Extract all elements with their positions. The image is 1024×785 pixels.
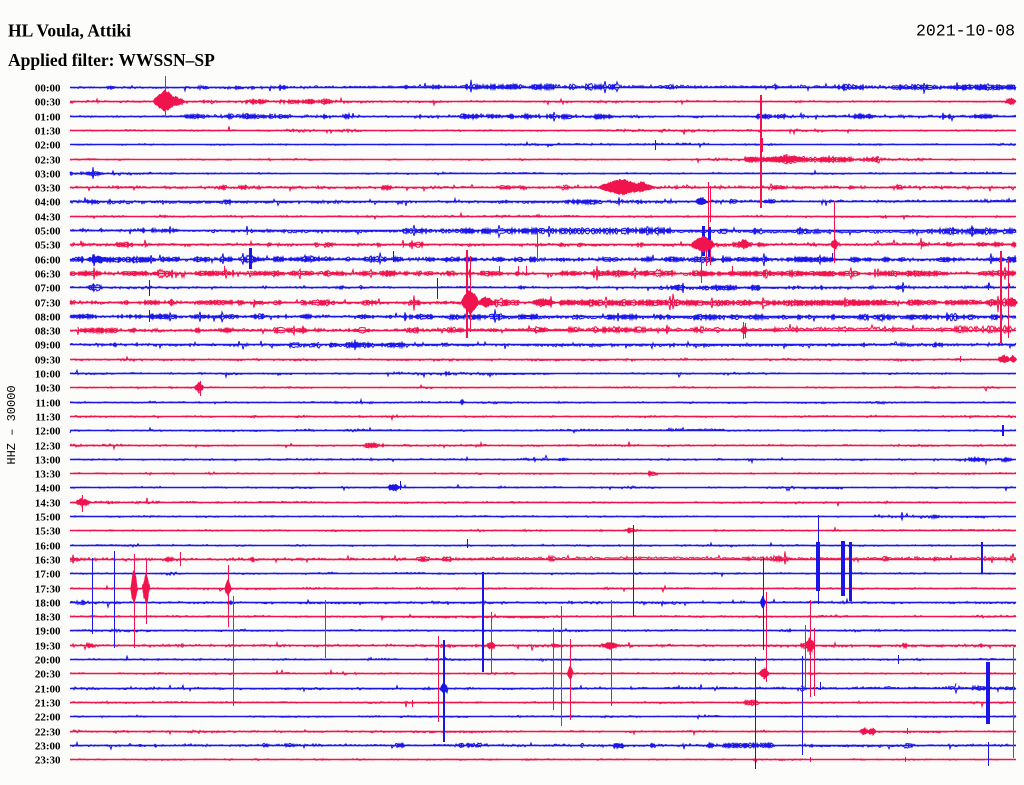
svg-text:09:30: 09:30 <box>35 354 61 366</box>
svg-text:HHZ – 30000: HHZ – 30000 <box>5 385 19 464</box>
svg-text:11:30: 11:30 <box>35 411 61 423</box>
svg-text:21:30: 21:30 <box>35 697 61 709</box>
svg-text:23:30: 23:30 <box>35 754 61 766</box>
svg-text:06:30: 06:30 <box>35 268 61 280</box>
svg-text:01:00: 01:00 <box>35 111 61 123</box>
svg-text:20:30: 20:30 <box>35 668 61 680</box>
svg-text:2021-10-08: 2021-10-08 <box>916 22 1015 41</box>
svg-text:05:00: 05:00 <box>35 225 61 237</box>
svg-text:00:00: 00:00 <box>35 82 61 94</box>
svg-text:10:00: 10:00 <box>35 368 61 380</box>
svg-text:03:00: 03:00 <box>35 168 61 180</box>
svg-text:14:30: 14:30 <box>35 497 61 509</box>
svg-text:22:00: 22:00 <box>35 711 61 723</box>
svg-text:23:00: 23:00 <box>35 740 61 752</box>
svg-text:17:00: 17:00 <box>35 568 61 580</box>
svg-text:13:30: 13:30 <box>35 468 61 480</box>
svg-text:13:00: 13:00 <box>35 454 61 466</box>
svg-text:19:30: 19:30 <box>35 640 61 652</box>
svg-text:07:30: 07:30 <box>35 297 61 309</box>
svg-text:04:00: 04:00 <box>35 196 61 208</box>
svg-text:18:30: 18:30 <box>35 611 61 623</box>
svg-text:15:00: 15:00 <box>35 511 61 523</box>
svg-text:16:30: 16:30 <box>35 554 61 566</box>
svg-text:12:00: 12:00 <box>35 425 61 437</box>
svg-text:02:00: 02:00 <box>35 139 61 151</box>
svg-text:16:00: 16:00 <box>35 540 61 552</box>
svg-text:20:00: 20:00 <box>35 654 61 666</box>
svg-text:01:30: 01:30 <box>35 125 61 137</box>
svg-text:09:00: 09:00 <box>35 339 61 351</box>
svg-text:12:30: 12:30 <box>35 440 61 452</box>
svg-text:03:30: 03:30 <box>35 182 61 194</box>
svg-text:02:30: 02:30 <box>35 154 61 166</box>
svg-text:07:00: 07:00 <box>35 282 61 294</box>
svg-text:05:30: 05:30 <box>35 239 61 251</box>
svg-text:19:00: 19:00 <box>35 625 61 637</box>
svg-text:21:00: 21:00 <box>35 683 61 695</box>
svg-text:00:30: 00:30 <box>35 96 61 108</box>
svg-text:04:30: 04:30 <box>35 211 61 223</box>
svg-text:18:00: 18:00 <box>35 597 61 609</box>
svg-text:Applied filter: WWSSN–SP: Applied filter: WWSSN–SP <box>8 50 215 70</box>
svg-text:08:00: 08:00 <box>35 311 61 323</box>
svg-text:17:30: 17:30 <box>35 583 61 595</box>
svg-text:08:30: 08:30 <box>35 325 61 337</box>
svg-text:HL Voula, Attiki: HL Voula, Attiki <box>8 21 131 41</box>
svg-text:14:00: 14:00 <box>35 482 61 494</box>
svg-text:06:00: 06:00 <box>35 254 61 266</box>
svg-text:22:30: 22:30 <box>35 726 61 738</box>
svg-text:10:30: 10:30 <box>35 382 61 394</box>
svg-text:15:30: 15:30 <box>35 525 61 537</box>
svg-text:11:00: 11:00 <box>35 397 61 409</box>
